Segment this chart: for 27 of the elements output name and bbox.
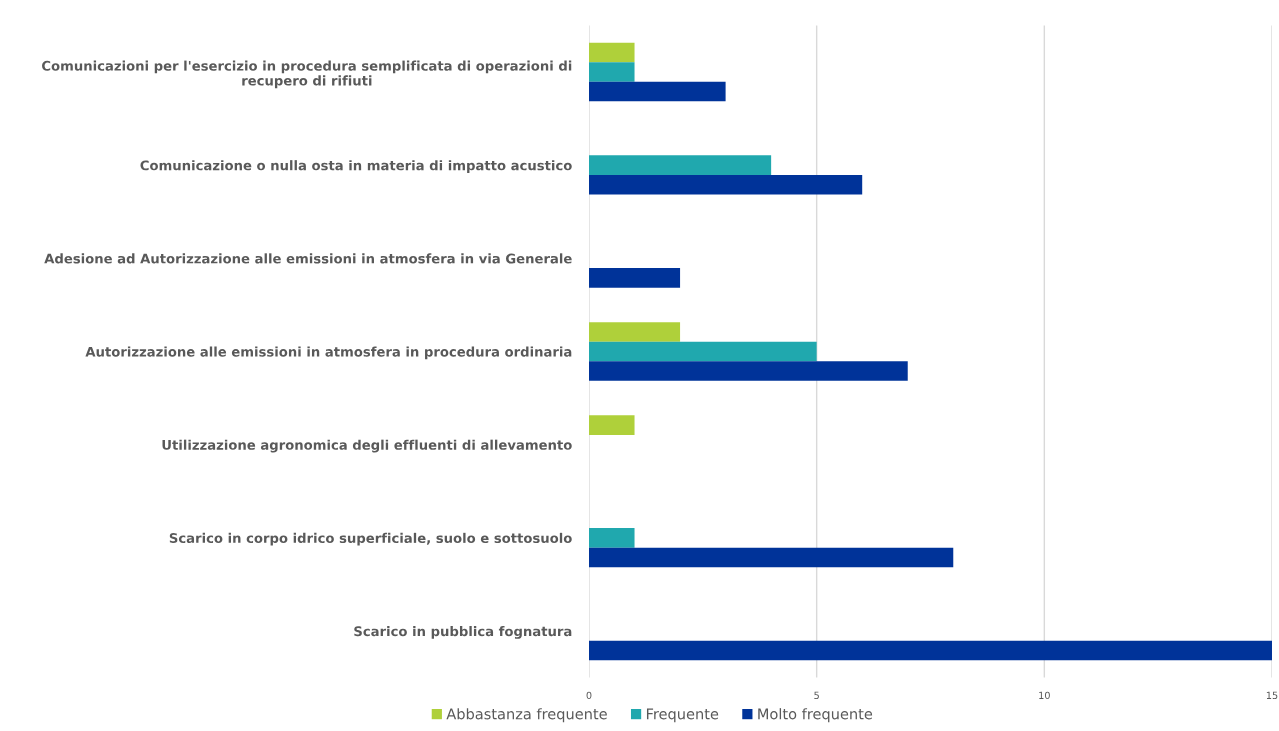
y-tick-label: Comunicazioni per l'esercizio in procedura semplificata di operazioni di recupero di rifiuti bbox=[42, 60, 572, 89]
y-tick-label: Adesione ad Autorizzazione alle emissioni in atmosfera in via Generale bbox=[44, 253, 572, 264]
bar bbox=[589, 547, 954, 568]
bar bbox=[589, 155, 772, 175]
x-tick-label: 10 bbox=[1039, 691, 1050, 700]
bar bbox=[589, 415, 635, 435]
bar bbox=[589, 81, 726, 102]
x-tick-label: 0 bbox=[586, 691, 592, 700]
bar bbox=[589, 528, 635, 548]
x-tick-label: 5 bbox=[814, 691, 819, 700]
legend-label: Molto frequente bbox=[758, 708, 873, 723]
bar bbox=[589, 361, 908, 381]
y-tick-label: Utilizzazione agronomica degli effluenti di allevamento bbox=[162, 439, 572, 453]
legend-label: Frequente bbox=[646, 708, 719, 723]
y-tick-label: Comunicazione o nulla osta in materia di impatto acustico bbox=[140, 160, 572, 173]
bar bbox=[589, 62, 635, 82]
y-tick-label: Autorizzazione alle emissioni in atmosfera in procedura ordinaria bbox=[85, 346, 572, 360]
bar bbox=[589, 268, 681, 288]
y-tick-label: Scarico in pubblica fognatura bbox=[354, 626, 572, 639]
bar bbox=[589, 341, 817, 362]
y-tick-label: Scarico in corpo idrico superficiale, suolo e sottosuolo bbox=[169, 532, 572, 546]
bar bbox=[589, 42, 635, 63]
bar bbox=[589, 322, 681, 342]
x-tick-label: 15 bbox=[1266, 691, 1278, 700]
legend-label: Abbastanza frequente bbox=[446, 708, 607, 723]
bar bbox=[589, 640, 1272, 661]
bar bbox=[589, 174, 863, 195]
